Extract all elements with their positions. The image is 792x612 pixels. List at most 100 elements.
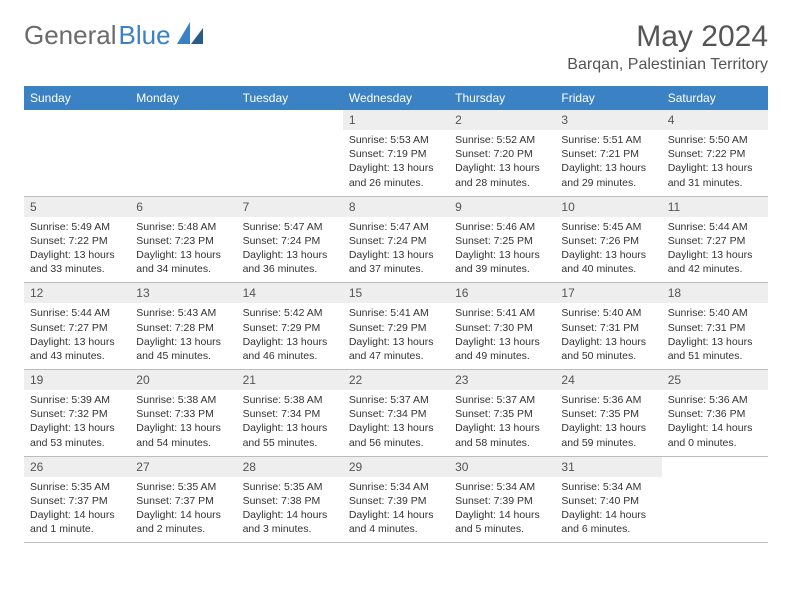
brand-sail-icon bbox=[177, 22, 203, 49]
calendar-cell: 22Sunrise: 5:37 AMSunset: 7:34 PMDayligh… bbox=[343, 370, 449, 457]
date-number: 13 bbox=[130, 283, 236, 303]
date-number: 1 bbox=[343, 110, 449, 130]
calendar-cell bbox=[662, 456, 768, 543]
weekday-header: Tuesday bbox=[237, 86, 343, 110]
brand-logo: GeneralBlue bbox=[24, 20, 203, 51]
date-number: 27 bbox=[130, 457, 236, 477]
date-number: 16 bbox=[449, 283, 555, 303]
calendar-cell: 25Sunrise: 5:36 AMSunset: 7:36 PMDayligh… bbox=[662, 370, 768, 457]
calendar-cell: 7Sunrise: 5:47 AMSunset: 7:24 PMDaylight… bbox=[237, 196, 343, 283]
sun-info: Sunrise: 5:36 AMSunset: 7:36 PMDaylight:… bbox=[662, 390, 768, 456]
calendar-week-row: 1Sunrise: 5:53 AMSunset: 7:19 PMDaylight… bbox=[24, 110, 768, 196]
header: GeneralBlue May 2024 Barqan, Palestinian… bbox=[24, 20, 768, 74]
sun-info: Sunrise: 5:43 AMSunset: 7:28 PMDaylight:… bbox=[130, 303, 236, 369]
weekday-header: Wednesday bbox=[343, 86, 449, 110]
calendar-cell: 16Sunrise: 5:41 AMSunset: 7:30 PMDayligh… bbox=[449, 283, 555, 370]
calendar-week-row: 19Sunrise: 5:39 AMSunset: 7:32 PMDayligh… bbox=[24, 370, 768, 457]
sun-info: Sunrise: 5:36 AMSunset: 7:35 PMDaylight:… bbox=[555, 390, 661, 456]
brand-part1: General bbox=[24, 20, 117, 51]
sun-info: Sunrise: 5:38 AMSunset: 7:33 PMDaylight:… bbox=[130, 390, 236, 456]
calendar-cell: 8Sunrise: 5:47 AMSunset: 7:24 PMDaylight… bbox=[343, 196, 449, 283]
sun-info: Sunrise: 5:34 AMSunset: 7:40 PMDaylight:… bbox=[555, 477, 661, 543]
calendar-cell: 1Sunrise: 5:53 AMSunset: 7:19 PMDaylight… bbox=[343, 110, 449, 196]
date-number: 29 bbox=[343, 457, 449, 477]
date-number: 19 bbox=[24, 370, 130, 390]
date-number: 22 bbox=[343, 370, 449, 390]
calendar-cell: 12Sunrise: 5:44 AMSunset: 7:27 PMDayligh… bbox=[24, 283, 130, 370]
calendar-cell bbox=[237, 110, 343, 196]
date-number bbox=[130, 110, 236, 130]
date-number: 2 bbox=[449, 110, 555, 130]
sun-info: Sunrise: 5:38 AMSunset: 7:34 PMDaylight:… bbox=[237, 390, 343, 456]
date-number: 31 bbox=[555, 457, 661, 477]
sun-info: Sunrise: 5:48 AMSunset: 7:23 PMDaylight:… bbox=[130, 217, 236, 283]
calendar-cell: 26Sunrise: 5:35 AMSunset: 7:37 PMDayligh… bbox=[24, 456, 130, 543]
sun-info: Sunrise: 5:47 AMSunset: 7:24 PMDaylight:… bbox=[343, 217, 449, 283]
title-block: May 2024 Barqan, Palestinian Territory bbox=[567, 20, 768, 74]
calendar-cell: 11Sunrise: 5:44 AMSunset: 7:27 PMDayligh… bbox=[662, 196, 768, 283]
sun-info: Sunrise: 5:44 AMSunset: 7:27 PMDaylight:… bbox=[24, 303, 130, 369]
date-number: 24 bbox=[555, 370, 661, 390]
calendar-cell: 6Sunrise: 5:48 AMSunset: 7:23 PMDaylight… bbox=[130, 196, 236, 283]
date-number: 7 bbox=[237, 197, 343, 217]
sun-info: Sunrise: 5:40 AMSunset: 7:31 PMDaylight:… bbox=[555, 303, 661, 369]
calendar-table: SundayMondayTuesdayWednesdayThursdayFrid… bbox=[24, 86, 768, 543]
sun-info: Sunrise: 5:37 AMSunset: 7:35 PMDaylight:… bbox=[449, 390, 555, 456]
sun-info: Sunrise: 5:40 AMSunset: 7:31 PMDaylight:… bbox=[662, 303, 768, 369]
date-number bbox=[237, 110, 343, 130]
date-number: 5 bbox=[24, 197, 130, 217]
weekday-header: Thursday bbox=[449, 86, 555, 110]
date-number: 20 bbox=[130, 370, 236, 390]
date-number: 17 bbox=[555, 283, 661, 303]
date-number: 30 bbox=[449, 457, 555, 477]
date-number: 14 bbox=[237, 283, 343, 303]
calendar-cell: 21Sunrise: 5:38 AMSunset: 7:34 PMDayligh… bbox=[237, 370, 343, 457]
sun-info: Sunrise: 5:35 AMSunset: 7:37 PMDaylight:… bbox=[24, 477, 130, 543]
date-number: 25 bbox=[662, 370, 768, 390]
weekday-header: Friday bbox=[555, 86, 661, 110]
month-title: May 2024 bbox=[567, 20, 768, 54]
calendar-cell: 9Sunrise: 5:46 AMSunset: 7:25 PMDaylight… bbox=[449, 196, 555, 283]
calendar-cell: 10Sunrise: 5:45 AMSunset: 7:26 PMDayligh… bbox=[555, 196, 661, 283]
date-number: 8 bbox=[343, 197, 449, 217]
calendar-cell: 14Sunrise: 5:42 AMSunset: 7:29 PMDayligh… bbox=[237, 283, 343, 370]
sun-info: Sunrise: 5:53 AMSunset: 7:19 PMDaylight:… bbox=[343, 130, 449, 196]
sun-info: Sunrise: 5:34 AMSunset: 7:39 PMDaylight:… bbox=[449, 477, 555, 543]
calendar-cell bbox=[24, 110, 130, 196]
weekday-header-row: SundayMondayTuesdayWednesdayThursdayFrid… bbox=[24, 86, 768, 110]
sun-info: Sunrise: 5:37 AMSunset: 7:34 PMDaylight:… bbox=[343, 390, 449, 456]
calendar-cell: 30Sunrise: 5:34 AMSunset: 7:39 PMDayligh… bbox=[449, 456, 555, 543]
date-number: 28 bbox=[237, 457, 343, 477]
date-number: 3 bbox=[555, 110, 661, 130]
sun-info: Sunrise: 5:39 AMSunset: 7:32 PMDaylight:… bbox=[24, 390, 130, 456]
calendar-cell bbox=[130, 110, 236, 196]
calendar-cell: 31Sunrise: 5:34 AMSunset: 7:40 PMDayligh… bbox=[555, 456, 661, 543]
sun-info: Sunrise: 5:42 AMSunset: 7:29 PMDaylight:… bbox=[237, 303, 343, 369]
calendar-cell: 4Sunrise: 5:50 AMSunset: 7:22 PMDaylight… bbox=[662, 110, 768, 196]
sun-info: Sunrise: 5:52 AMSunset: 7:20 PMDaylight:… bbox=[449, 130, 555, 196]
sun-info: Sunrise: 5:35 AMSunset: 7:38 PMDaylight:… bbox=[237, 477, 343, 543]
calendar-cell: 13Sunrise: 5:43 AMSunset: 7:28 PMDayligh… bbox=[130, 283, 236, 370]
location-text: Barqan, Palestinian Territory bbox=[567, 56, 768, 74]
calendar-cell: 5Sunrise: 5:49 AMSunset: 7:22 PMDaylight… bbox=[24, 196, 130, 283]
date-number: 21 bbox=[237, 370, 343, 390]
sun-info: Sunrise: 5:41 AMSunset: 7:30 PMDaylight:… bbox=[449, 303, 555, 369]
sun-info: Sunrise: 5:46 AMSunset: 7:25 PMDaylight:… bbox=[449, 217, 555, 283]
sun-info: Sunrise: 5:34 AMSunset: 7:39 PMDaylight:… bbox=[343, 477, 449, 543]
calendar-cell: 28Sunrise: 5:35 AMSunset: 7:38 PMDayligh… bbox=[237, 456, 343, 543]
weekday-header: Monday bbox=[130, 86, 236, 110]
calendar-cell: 24Sunrise: 5:36 AMSunset: 7:35 PMDayligh… bbox=[555, 370, 661, 457]
sun-info: Sunrise: 5:51 AMSunset: 7:21 PMDaylight:… bbox=[555, 130, 661, 196]
weekday-header: Sunday bbox=[24, 86, 130, 110]
weekday-header: Saturday bbox=[662, 86, 768, 110]
date-number: 18 bbox=[662, 283, 768, 303]
calendar-week-row: 12Sunrise: 5:44 AMSunset: 7:27 PMDayligh… bbox=[24, 283, 768, 370]
brand-part2: Blue bbox=[119, 20, 171, 51]
sun-info: Sunrise: 5:47 AMSunset: 7:24 PMDaylight:… bbox=[237, 217, 343, 283]
sun-info: Sunrise: 5:50 AMSunset: 7:22 PMDaylight:… bbox=[662, 130, 768, 196]
calendar-cell: 18Sunrise: 5:40 AMSunset: 7:31 PMDayligh… bbox=[662, 283, 768, 370]
sun-info: Sunrise: 5:44 AMSunset: 7:27 PMDaylight:… bbox=[662, 217, 768, 283]
calendar-cell: 20Sunrise: 5:38 AMSunset: 7:33 PMDayligh… bbox=[130, 370, 236, 457]
date-number: 23 bbox=[449, 370, 555, 390]
date-number: 6 bbox=[130, 197, 236, 217]
